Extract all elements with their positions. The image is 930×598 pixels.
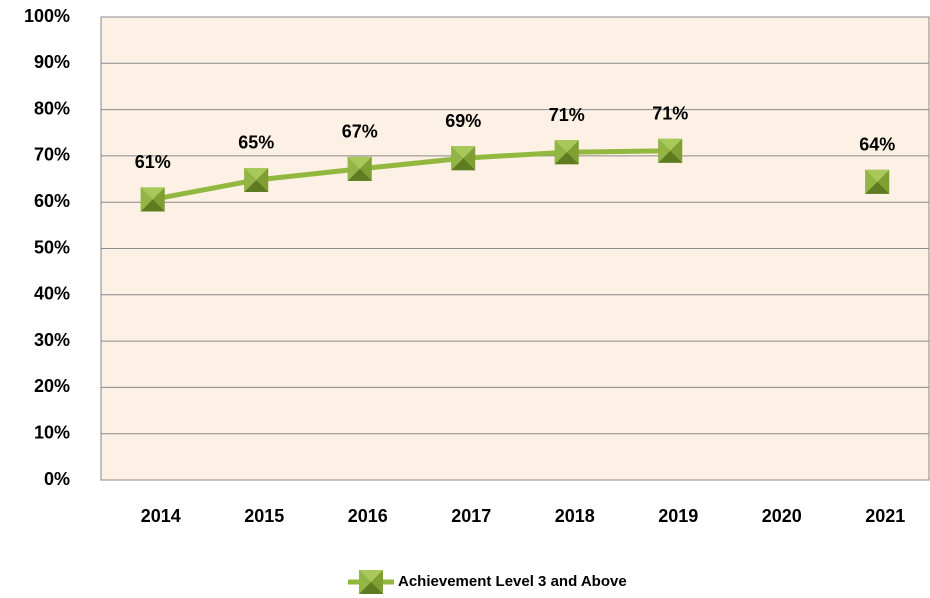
marker-part: [359, 570, 383, 582]
y-tick-label: 10%: [34, 422, 70, 442]
marker-part: [451, 158, 476, 171]
marker-part: [554, 140, 579, 153]
y-tick-label: 100%: [24, 6, 70, 26]
marker-part: [658, 138, 683, 151]
marker-part: [347, 168, 372, 181]
data-label: 71%: [549, 105, 585, 125]
legend-marker: [359, 570, 383, 594]
y-tick-label: 0%: [44, 469, 70, 489]
x-tick-label: 2018: [555, 506, 595, 526]
marker-part: [244, 167, 269, 180]
data-label: 61%: [135, 152, 171, 172]
marker-part: [554, 140, 567, 165]
y-tick-label: 50%: [34, 237, 70, 257]
x-tick-label: 2019: [658, 506, 698, 526]
y-tick-label: 40%: [34, 284, 70, 304]
marker-part: [451, 146, 464, 171]
y-tick-label: 30%: [34, 330, 70, 350]
legend-label: Achievement Level 3 and Above: [398, 573, 627, 590]
y-tick-label: 70%: [34, 145, 70, 165]
y-tick-label: 80%: [34, 98, 70, 118]
y-tick-label: 90%: [34, 52, 70, 72]
marker-part: [359, 582, 383, 594]
data-label: 69%: [445, 111, 481, 131]
line-marker: [244, 167, 269, 192]
x-tick-label: 2017: [451, 506, 491, 526]
marker-part: [347, 156, 372, 169]
marker-part: [140, 199, 165, 212]
data-label: 67%: [342, 122, 378, 142]
marker-part: [140, 187, 165, 200]
marker-part: [244, 179, 269, 192]
x-tick-label: 2021: [865, 506, 905, 526]
marker-part: [865, 169, 878, 194]
marker-part: [244, 167, 257, 192]
line-marker: [347, 156, 372, 181]
data-label: 65%: [238, 133, 274, 153]
line-marker: [865, 169, 890, 194]
data-label: 71%: [652, 104, 688, 124]
marker-part: [554, 152, 579, 165]
line-marker: [451, 146, 476, 171]
marker-part: [347, 156, 360, 181]
marker-part: [658, 150, 683, 163]
data-label: 64%: [859, 135, 895, 155]
marker-part: [865, 169, 890, 182]
marker-part: [451, 146, 476, 159]
marker-part: [865, 181, 890, 194]
marker-part: [140, 187, 153, 212]
marker-part: [359, 570, 371, 594]
x-tick-label: 2016: [348, 506, 388, 526]
line-marker: [140, 187, 165, 212]
y-tick-label: 20%: [34, 376, 70, 396]
line-marker: [658, 138, 683, 163]
x-tick-label: 2015: [244, 506, 284, 526]
line-marker: [554, 140, 579, 165]
y-tick-label: 60%: [34, 191, 70, 211]
x-tick-label: 2020: [762, 506, 802, 526]
x-tick-label: 2014: [141, 506, 181, 526]
marker-part: [658, 138, 671, 163]
